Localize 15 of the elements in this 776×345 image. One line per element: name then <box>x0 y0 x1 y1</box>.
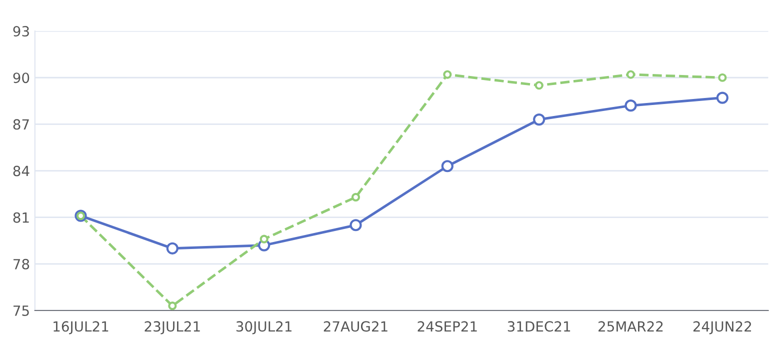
y-tick-label: 90 <box>13 72 30 84</box>
x-tick-label: 30JUL21 <box>236 321 292 334</box>
y-tick-label: 84 <box>13 166 30 176</box>
x-tick-label: 23JUL21 <box>144 321 200 334</box>
y-tick-label: 81 <box>13 212 29 223</box>
y-tick-label: 78 <box>14 258 30 270</box>
x-tick-label: 16JUL21 <box>54 321 108 334</box>
y-tick-label: 87 <box>13 119 29 130</box>
x-tick-label: 24SEP21 <box>418 321 477 332</box>
y-tick-label: 93 <box>13 26 29 37</box>
y-tick-label: 75 <box>14 306 29 316</box>
x-tick-label: 27AUG21 <box>324 321 388 332</box>
x-tick-label: 31DEC21 <box>508 321 570 332</box>
x-tick-label: 24JUN22 <box>693 321 752 334</box>
x-tick-label: 25MAR22 <box>598 321 663 332</box>
